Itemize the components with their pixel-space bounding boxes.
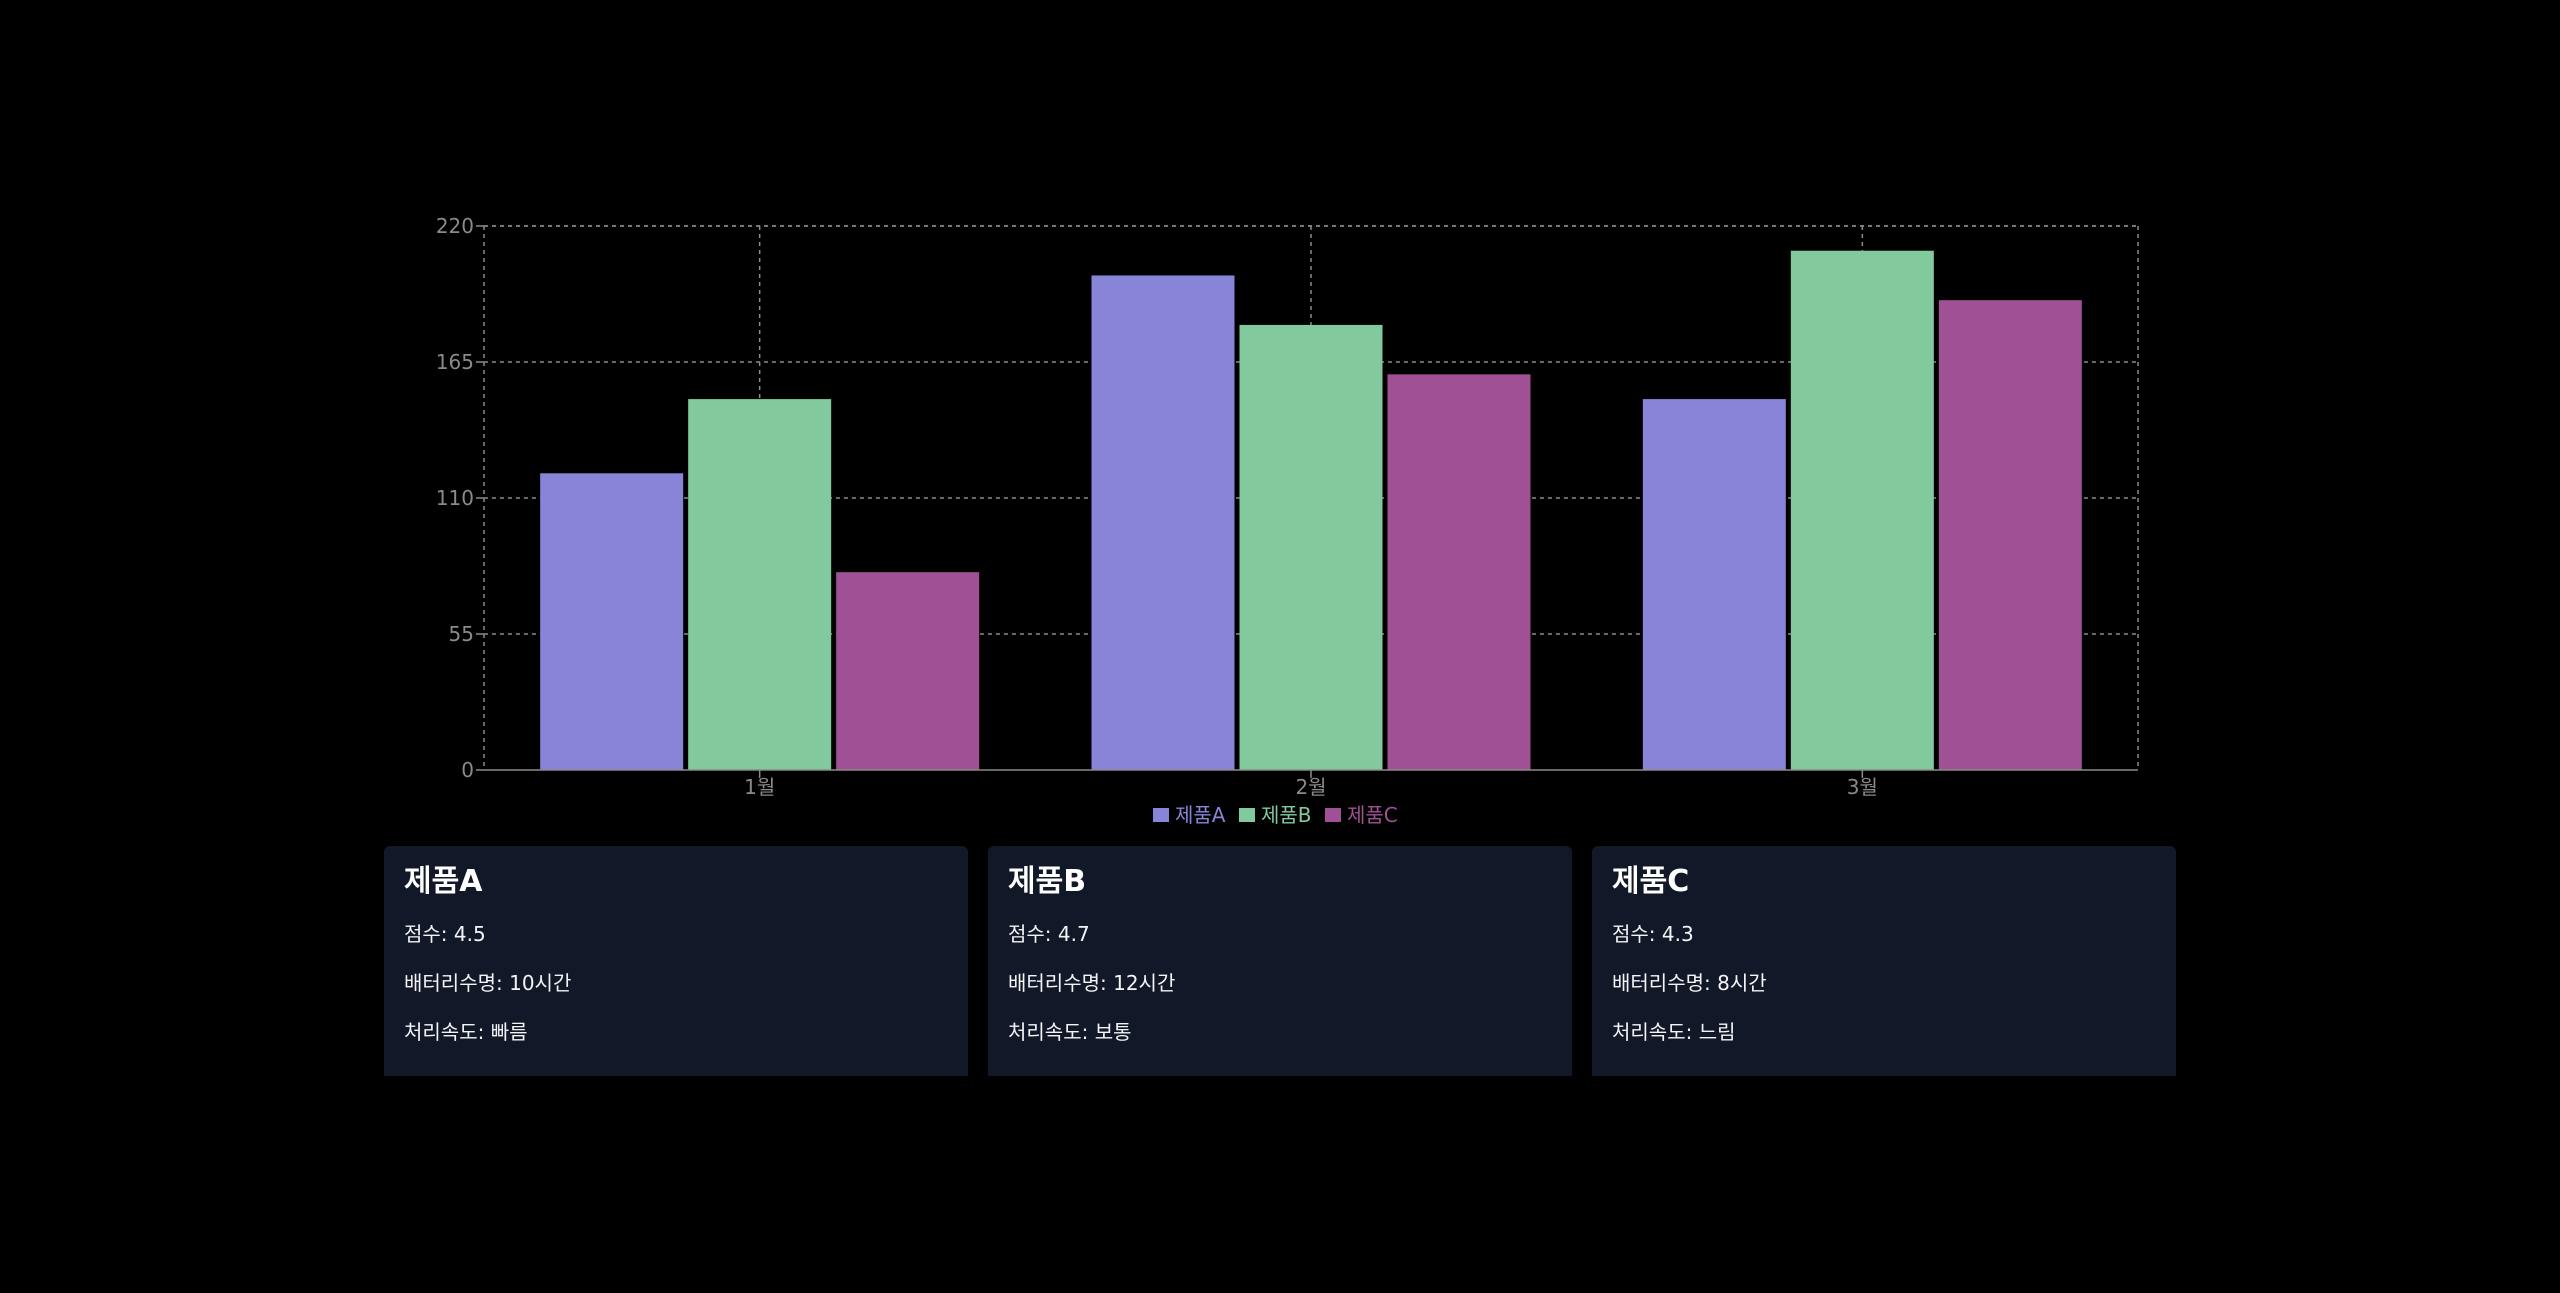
legend: 제품A 제품B 제품C (1153, 803, 1398, 827)
card-speed: 처리속도: 빠름 (404, 1020, 948, 1044)
card-battery: 배터리수명: 8시간 (1612, 971, 2156, 995)
x-tick-label: 1월 (744, 775, 775, 799)
bar-3-3 (1939, 300, 2082, 770)
product-card-c: 제품C 점수: 4.3 배터리수명: 8시간 처리속도: 느림 (1592, 846, 2176, 1076)
bar-chart: 0 55 110 165 220 1월 2월 3월 제품A 제품B 제품C (0, 0, 2560, 840)
y-tick-label: 55 (449, 622, 474, 646)
legend-label: 제품C (1347, 803, 1398, 827)
legend-item-3: 제품C (1325, 803, 1398, 827)
card-title: 제품B (1008, 864, 1552, 900)
legend-item-1: 제품A (1153, 803, 1226, 827)
x-tick-label: 2월 (1295, 775, 1326, 799)
y-tick-label: 165 (436, 350, 474, 374)
x-tick-label: 3월 (1847, 775, 1878, 799)
bar-1-2 (1092, 275, 1235, 770)
card-battery: 배터리수명: 10시간 (404, 971, 948, 995)
legend-swatch (1153, 808, 1169, 822)
card-title: 제품A (404, 864, 948, 900)
product-card-a: 제품A 점수: 4.5 배터리수명: 10시간 처리속도: 빠름 (384, 846, 968, 1076)
bar-3-2 (1388, 374, 1531, 770)
bar-2-3 (1791, 251, 1934, 770)
product-card-b: 제품B 점수: 4.7 배터리수명: 12시간 처리속도: 보통 (988, 846, 1572, 1076)
legend-swatch (1239, 808, 1255, 822)
legend-label: 제품B (1261, 803, 1312, 827)
legend-label: 제품A (1175, 803, 1226, 827)
card-title: 제품C (1612, 864, 2156, 900)
product-cards: 제품A 점수: 4.5 배터리수명: 10시간 처리속도: 빠름 제품B 점수:… (384, 846, 2176, 1076)
chart-area: 0 55 110 165 220 1월 2월 3월 제품A 제품B 제품C (0, 0, 2560, 840)
bars (540, 251, 2082, 770)
card-score: 점수: 4.3 (1612, 922, 2156, 946)
card-battery: 배터리수명: 12시간 (1008, 971, 1552, 995)
bar-3-1 (836, 572, 979, 770)
legend-item-2: 제품B (1239, 803, 1312, 827)
y-tick-label: 110 (436, 486, 474, 510)
bar-2-1 (688, 399, 831, 770)
y-tick-label: 220 (436, 214, 474, 238)
bar-1-1 (540, 473, 683, 770)
card-score: 점수: 4.5 (404, 922, 948, 946)
bar-2-2 (1240, 325, 1383, 770)
bar-1-3 (1643, 399, 1786, 770)
card-speed: 처리속도: 보통 (1008, 1020, 1552, 1044)
card-speed: 처리속도: 느림 (1612, 1020, 2156, 1044)
card-score: 점수: 4.7 (1008, 922, 1552, 946)
legend-swatch (1325, 808, 1341, 822)
y-tick-label: 0 (461, 758, 474, 782)
